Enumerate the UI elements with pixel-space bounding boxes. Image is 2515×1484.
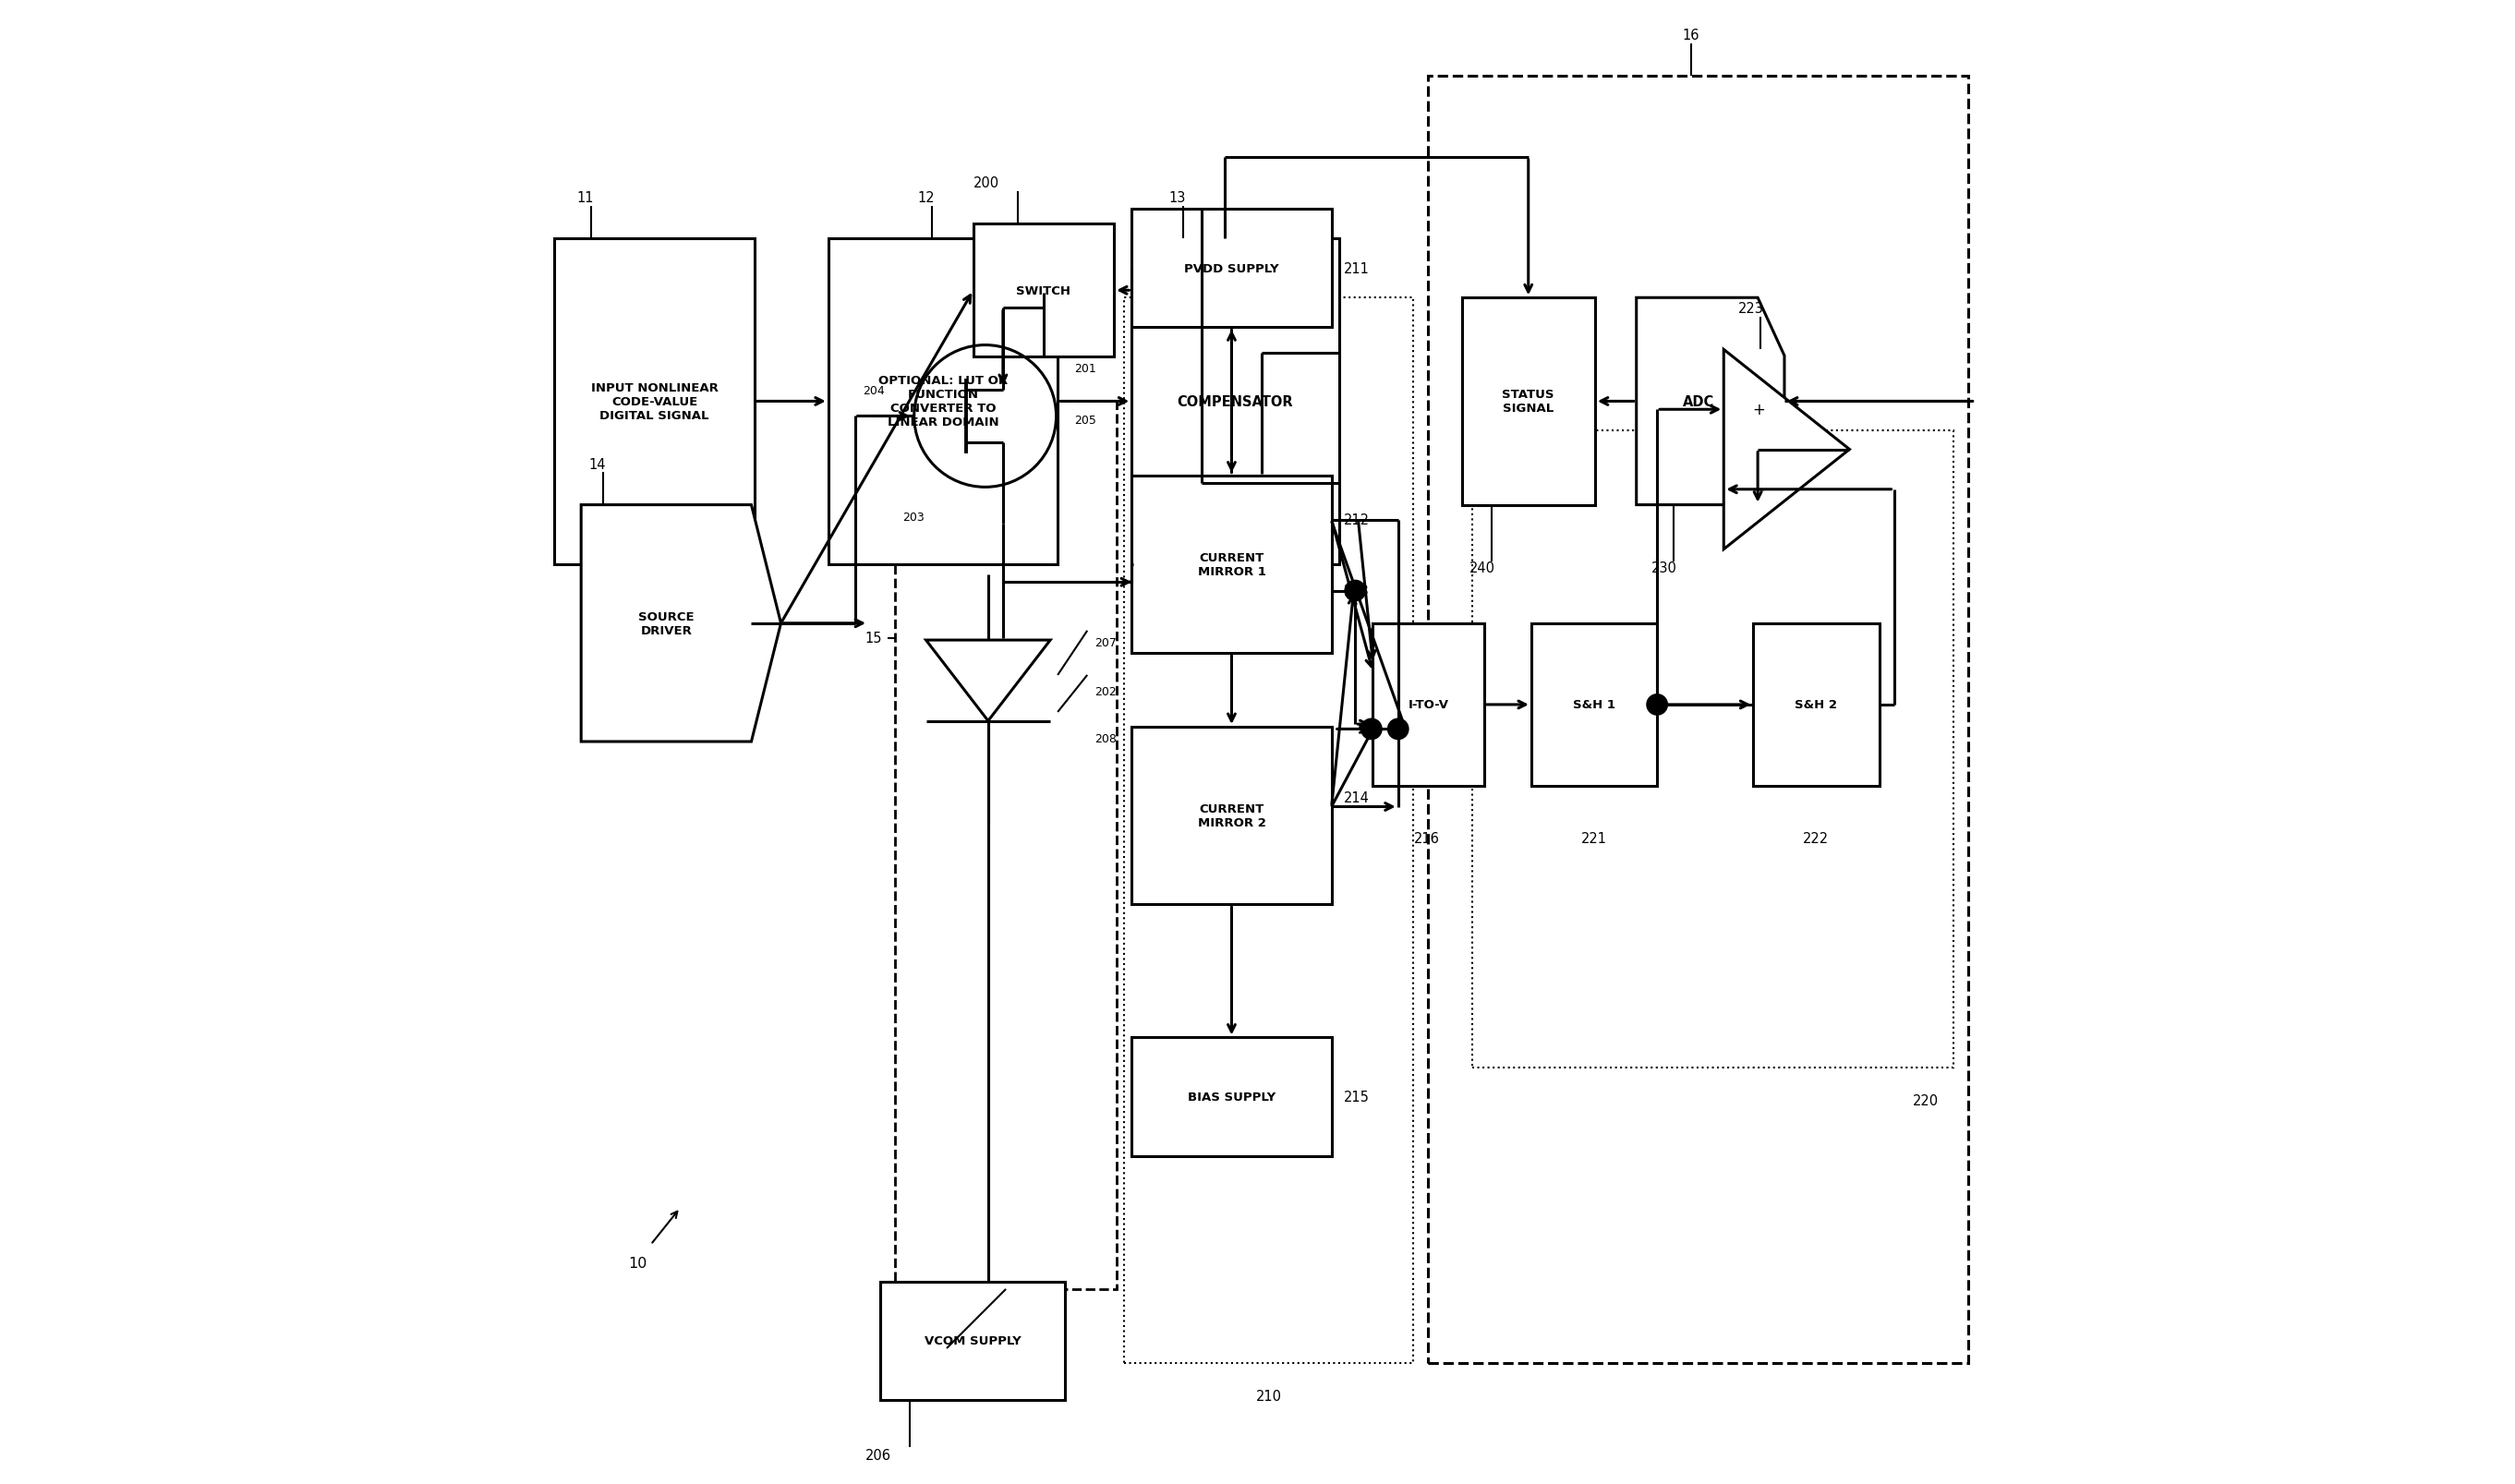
Text: 205: 205 xyxy=(1074,416,1097,427)
Text: STATUS
SIGNAL: STATUS SIGNAL xyxy=(1501,389,1554,416)
Text: 216: 216 xyxy=(1413,831,1439,846)
Text: 206: 206 xyxy=(865,1448,890,1462)
Polygon shape xyxy=(581,506,782,742)
Text: OPTIONAL: LUT OR
FUNCTION
CONVERTER TO
LINEAR DOMAIN: OPTIONAL: LUT OR FUNCTION CONVERTER TO L… xyxy=(878,375,1009,429)
Text: I-TO-V: I-TO-V xyxy=(1408,699,1449,711)
Text: S&H 1: S&H 1 xyxy=(1572,699,1615,711)
Text: 215: 215 xyxy=(1343,1091,1368,1104)
Text: PVDD SUPPLY: PVDD SUPPLY xyxy=(1185,263,1280,275)
Bar xyxy=(973,224,1114,358)
Circle shape xyxy=(1647,695,1667,715)
Text: SWITCH: SWITCH xyxy=(1016,285,1071,297)
Bar xyxy=(880,1282,1064,1399)
Bar xyxy=(1132,1037,1330,1156)
Text: CURRENT
MIRROR 2: CURRENT MIRROR 2 xyxy=(1197,803,1265,830)
Text: 11: 11 xyxy=(576,191,594,205)
Text: 207: 207 xyxy=(1094,637,1117,649)
Text: 14: 14 xyxy=(589,457,606,472)
Text: 203: 203 xyxy=(903,510,923,522)
Text: 208: 208 xyxy=(1094,733,1117,745)
Text: 15: 15 xyxy=(865,632,883,646)
Text: ADC: ADC xyxy=(1683,395,1715,408)
Text: COMPENSATOR: COMPENSATOR xyxy=(1177,395,1293,408)
Text: +: + xyxy=(1753,402,1766,418)
Circle shape xyxy=(1361,720,1381,741)
Text: 240: 240 xyxy=(1469,561,1494,574)
Text: 12: 12 xyxy=(918,191,933,205)
Text: 211: 211 xyxy=(1343,261,1368,276)
Bar xyxy=(1132,476,1330,653)
Text: 220: 220 xyxy=(1911,1094,1939,1107)
Polygon shape xyxy=(1723,350,1849,549)
Bar xyxy=(553,239,755,564)
Bar xyxy=(1471,432,1954,1067)
Text: BIAS SUPPLY: BIAS SUPPLY xyxy=(1187,1091,1275,1103)
Bar xyxy=(827,239,1059,564)
Bar xyxy=(1373,623,1484,787)
Text: S&H 2: S&H 2 xyxy=(1796,699,1838,711)
Text: 214: 214 xyxy=(1343,791,1368,806)
Text: 222: 222 xyxy=(1803,831,1828,846)
Polygon shape xyxy=(1637,298,1786,506)
Bar xyxy=(1753,623,1879,787)
Text: 13: 13 xyxy=(1169,191,1185,205)
Bar xyxy=(1532,623,1657,787)
Text: 200: 200 xyxy=(973,177,998,190)
Text: VCOM SUPPLY: VCOM SUPPLY xyxy=(923,1336,1021,1347)
Bar xyxy=(1132,727,1330,905)
Text: 230: 230 xyxy=(1652,561,1678,574)
Bar xyxy=(1461,298,1595,506)
Bar xyxy=(1132,239,1338,564)
Circle shape xyxy=(1346,580,1366,601)
Text: 221: 221 xyxy=(1582,831,1607,846)
Text: 204: 204 xyxy=(863,386,885,398)
Circle shape xyxy=(1388,720,1408,741)
Text: 212: 212 xyxy=(1343,513,1368,527)
Text: 10: 10 xyxy=(629,1255,646,1270)
Text: 201: 201 xyxy=(1074,364,1097,375)
Bar xyxy=(1429,77,1967,1364)
Text: 213: 213 xyxy=(1343,585,1368,598)
Text: CURRENT
MIRROR 1: CURRENT MIRROR 1 xyxy=(1197,552,1265,577)
Text: INPUT NONLINEAR
CODE-VALUE
DIGITAL SIGNAL: INPUT NONLINEAR CODE-VALUE DIGITAL SIGNA… xyxy=(591,381,719,421)
Bar xyxy=(895,402,1117,1290)
Text: SOURCE
DRIVER: SOURCE DRIVER xyxy=(639,611,694,637)
Polygon shape xyxy=(926,641,1051,721)
Text: 223: 223 xyxy=(1738,303,1763,316)
Text: −: − xyxy=(1753,481,1766,499)
Text: 202: 202 xyxy=(1094,686,1117,697)
Text: 16: 16 xyxy=(1683,28,1700,43)
Bar xyxy=(1124,298,1413,1364)
Bar xyxy=(1132,209,1330,328)
Text: 210: 210 xyxy=(1255,1389,1283,1402)
